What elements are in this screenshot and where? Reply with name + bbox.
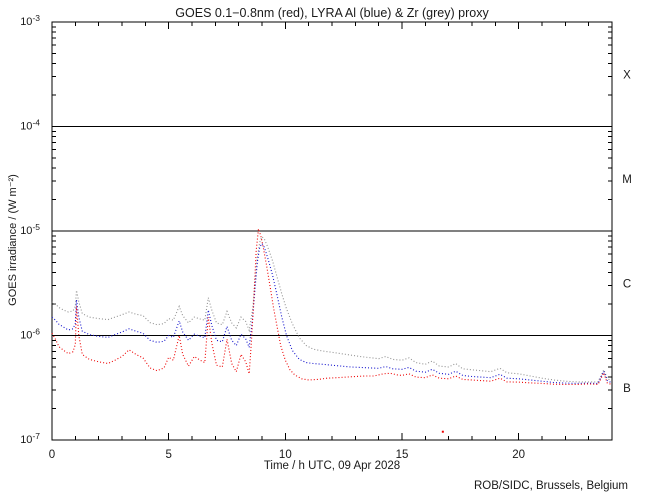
svg-text:M: M xyxy=(622,174,632,186)
y-tick-labels: 10-3 10-4 10-5 10-6 10-7 xyxy=(20,13,40,446)
svg-text:10: 10 xyxy=(279,449,292,461)
series-lyra-al-proxy xyxy=(51,242,613,385)
svg-text:10-5: 10-5 xyxy=(20,222,40,237)
svg-text:X: X xyxy=(623,69,631,81)
outlier-points xyxy=(441,430,444,433)
svg-text:5: 5 xyxy=(165,449,171,461)
credit-text: ROB/SIDC, Brussels, Belgium xyxy=(473,480,628,492)
svg-text:B: B xyxy=(623,383,631,395)
x-tick-labels: 0 5 10 15 20 xyxy=(49,449,525,461)
x-axis-title: Time / h UTC, 09 Apr 2028 xyxy=(263,460,401,472)
svg-text:10-3: 10-3 xyxy=(20,13,40,28)
flare-class-boundary-lines xyxy=(52,126,612,336)
series-goes-0-1-0-8nm xyxy=(51,228,613,386)
svg-text:10-4: 10-4 xyxy=(20,118,40,133)
axis-ticks xyxy=(51,21,613,441)
y-axis-title: GOES irradiance / (W m⁻²) xyxy=(7,174,19,306)
svg-text:C: C xyxy=(623,278,631,290)
flare-class-labels: X M C B xyxy=(622,69,632,395)
svg-text:10-7: 10-7 xyxy=(20,431,40,446)
svg-text:0: 0 xyxy=(49,449,55,461)
svg-text:20: 20 xyxy=(512,449,525,461)
chart-title: GOES 0.1−0.8nm (red), LYRA Al (blue) & Z… xyxy=(175,6,489,20)
svg-text:15: 15 xyxy=(396,449,409,461)
svg-text:10-6: 10-6 xyxy=(20,327,40,342)
series-lyra-zr-proxy xyxy=(51,235,613,383)
